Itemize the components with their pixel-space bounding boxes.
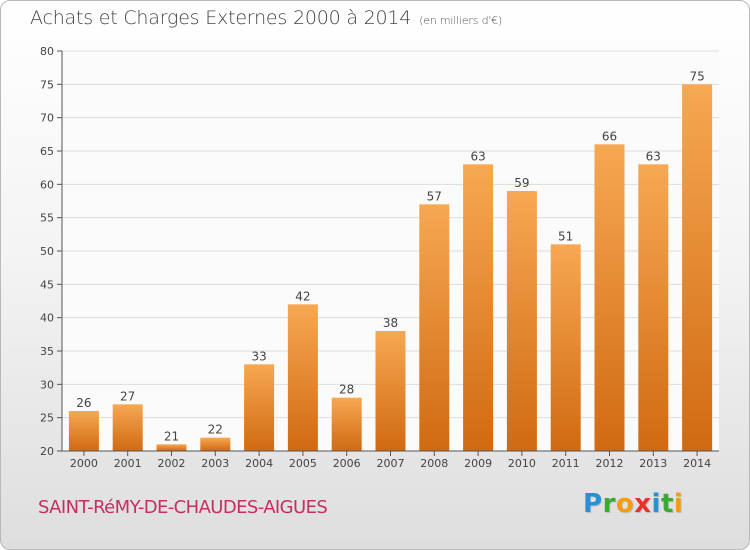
data-label: 63 bbox=[470, 149, 485, 163]
x-tick-label: 2004 bbox=[245, 457, 273, 470]
bar bbox=[331, 397, 362, 451]
y-tick-label: 80 bbox=[40, 45, 54, 58]
axes: 20 25 30 35 40 45 50 55 60 65 70 75 80 2000 2001 2002 20… bbox=[40, 45, 719, 470]
data-label: 75 bbox=[689, 69, 704, 83]
logo-letter: o bbox=[615, 489, 635, 519]
data-label: 51 bbox=[558, 229, 573, 243]
commune-name: SAINT-RéMY-DE-CHAUDES-AIGUES bbox=[38, 497, 328, 518]
data-label: 63 bbox=[646, 149, 661, 163]
x-tick-label: 2012 bbox=[596, 457, 624, 470]
x-tick-label: 2003 bbox=[201, 457, 229, 470]
y-tick-label: 45 bbox=[40, 278, 54, 291]
chart-title-text: Achats et Charges Externes 2000 à 2014 bbox=[30, 7, 412, 29]
x-tick-label: 2007 bbox=[377, 457, 405, 470]
x-tick-label: 2008 bbox=[420, 457, 448, 470]
data-label: 27 bbox=[120, 389, 135, 403]
y-tick-label: 20 bbox=[40, 445, 54, 458]
logo-letter: x bbox=[634, 489, 652, 519]
y-tick-label: 35 bbox=[40, 345, 54, 358]
data-label: 28 bbox=[339, 383, 354, 397]
x-tick-label: 2014 bbox=[683, 457, 711, 470]
bar bbox=[287, 304, 318, 451]
x-tick-label: 2006 bbox=[333, 457, 361, 470]
y-tick-label: 25 bbox=[40, 412, 54, 425]
bar bbox=[550, 244, 581, 451]
x-tick-label: 2009 bbox=[464, 457, 492, 470]
y-tick-label: 70 bbox=[40, 112, 54, 125]
y-tick-label: 30 bbox=[40, 378, 54, 391]
x-tick-label: 2010 bbox=[508, 457, 536, 470]
data-label: 22 bbox=[208, 423, 223, 437]
data-label: 38 bbox=[383, 316, 398, 330]
x-tick-label: 2005 bbox=[289, 457, 317, 470]
logo-letter: i bbox=[651, 489, 661, 519]
chart-subtitle: (en milliers d'€) bbox=[419, 14, 503, 27]
y-tick-label: 65 bbox=[40, 145, 54, 158]
logo-letter: t bbox=[660, 489, 674, 519]
data-label: 33 bbox=[251, 349, 266, 363]
data-label: 42 bbox=[295, 289, 310, 303]
x-tick-label: 2002 bbox=[158, 457, 186, 470]
bar bbox=[200, 437, 231, 451]
data-label: 66 bbox=[602, 129, 617, 143]
bar bbox=[375, 331, 406, 451]
logo-letter: P bbox=[583, 489, 603, 519]
bar bbox=[506, 191, 537, 451]
bar bbox=[682, 84, 713, 451]
x-tick-label: 2011 bbox=[552, 457, 580, 470]
y-tick-label: 55 bbox=[40, 212, 54, 225]
bar bbox=[594, 144, 625, 452]
data-label: 21 bbox=[164, 429, 179, 443]
data-label: 59 bbox=[514, 176, 529, 190]
bar bbox=[68, 411, 99, 451]
x-tick-label: 2013 bbox=[639, 457, 667, 470]
x-tick-label: 2000 bbox=[70, 457, 98, 470]
bar bbox=[638, 164, 669, 452]
y-tick-label: 50 bbox=[40, 245, 54, 258]
x-tick-label: 2001 bbox=[114, 457, 142, 470]
bar bbox=[112, 404, 143, 451]
data-label: 57 bbox=[427, 189, 442, 203]
data-label: 26 bbox=[76, 396, 91, 410]
bar bbox=[419, 204, 450, 451]
logo-letter: r bbox=[602, 489, 616, 519]
y-tick-label: 60 bbox=[40, 178, 54, 191]
bar bbox=[463, 164, 494, 452]
bar bbox=[244, 364, 275, 451]
bars: 26 27 21 22 33 42 28 38 57 63 59 51 66 63 75 bbox=[68, 69, 713, 452]
logo-letter: i bbox=[673, 489, 684, 519]
y-tick-label: 40 bbox=[40, 312, 54, 325]
chart-title: Achats et Charges Externes 2000 à 2014 (e… bbox=[30, 7, 502, 29]
y-tick-label: 75 bbox=[40, 78, 54, 91]
proxiti-logo[interactable]: Proxiti bbox=[583, 489, 683, 525]
bar bbox=[156, 444, 187, 451]
